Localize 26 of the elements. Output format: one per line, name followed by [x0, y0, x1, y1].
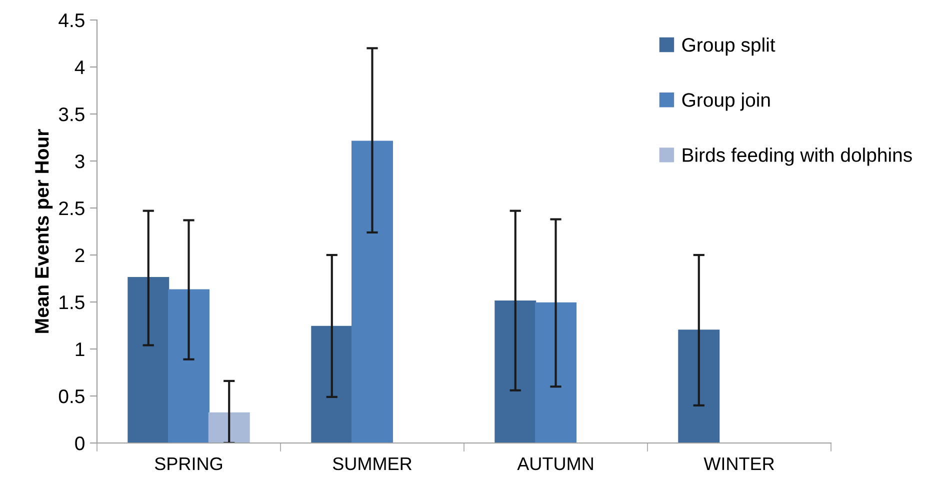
bar	[678, 330, 720, 443]
x-tick-label: SUMMER	[332, 457, 412, 470]
bar	[311, 326, 353, 443]
y-tick-label: 3.5	[58, 107, 84, 122]
y-tick-label: 0	[75, 436, 84, 450]
x-tick-label: AUTUMN	[517, 458, 593, 470]
y-axis-title: Mean Events per Hour	[35, 129, 53, 333]
legend-label: Group split	[682, 38, 776, 56]
y-tick-label: 3	[75, 154, 84, 168]
legend-label: Birds feeding with dolphins	[682, 148, 912, 166]
x-tick-label: SPRING	[154, 457, 222, 470]
y-tick-label: 4	[74, 60, 85, 74]
bar	[535, 302, 576, 443]
bar	[208, 412, 250, 443]
y-tick-label: 1	[76, 342, 84, 356]
y-tick-label: 2.5	[59, 201, 84, 216]
y-tick-label: 2	[75, 248, 84, 262]
bar	[128, 277, 170, 443]
x-tick-label: WINTER	[704, 458, 774, 470]
y-tick-label: 1.5	[60, 296, 84, 310]
bar	[352, 140, 393, 443]
bar	[494, 300, 536, 443]
bar	[168, 289, 210, 443]
y-tick-label: 4.5	[58, 14, 84, 28]
y-tick-label: 0.5	[58, 389, 84, 404]
legend-label: Group join	[682, 92, 770, 111]
